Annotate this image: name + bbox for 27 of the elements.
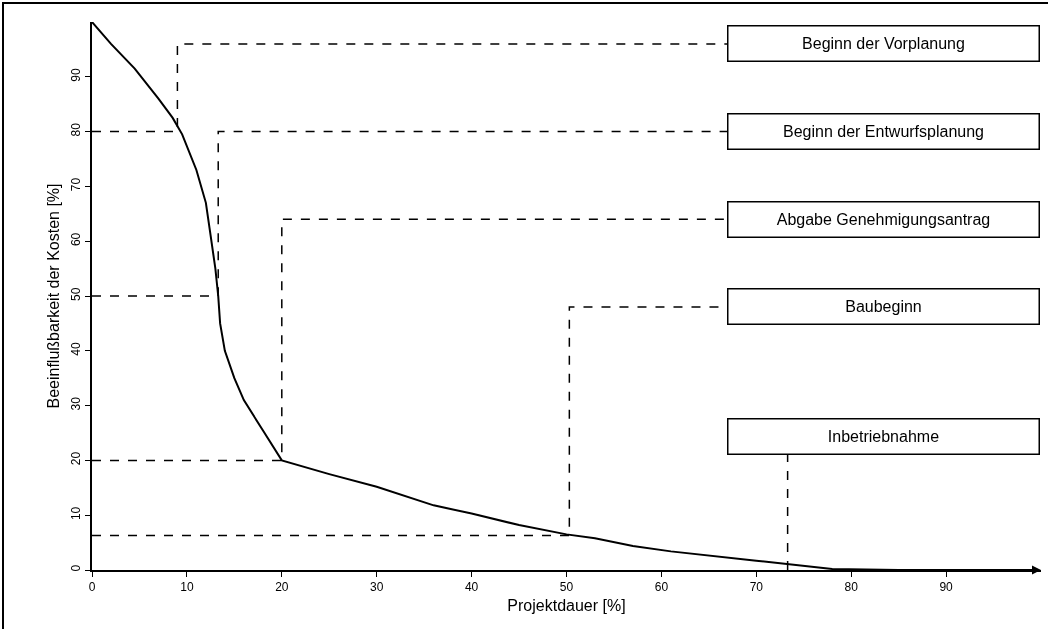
x-tick-label: 60 (654, 580, 669, 595)
annotation: Baubeginn (845, 298, 922, 315)
y-tick-label: 60 (69, 232, 84, 247)
annotation: Beginn der Entwurfsplanung (782, 123, 985, 140)
y-tick-label: 30 (69, 396, 84, 411)
y-tick-label: 50 (69, 287, 84, 301)
x-axis-title: Projektdauer [%] (507, 596, 626, 614)
y-tick-label: 80 (69, 122, 84, 137)
annotation: Beginn der Vorplanung (802, 35, 965, 52)
x-tick-label: 80 (844, 580, 859, 595)
x-tick-label: 40 (464, 580, 479, 595)
y-tick-label: 0 (69, 564, 84, 572)
annotation: Abgabe Genehmigungsantrag (776, 211, 991, 228)
x-tick-label: 20 (275, 580, 289, 595)
x-tick-label: 90 (939, 580, 954, 595)
y-tick-label: 20 (69, 451, 84, 466)
y-tick-label: 90 (69, 68, 84, 82)
x-tick-label: 50 (559, 580, 574, 595)
x-tick-label: 10 (180, 580, 194, 595)
y-axis-title: Beeinflußbarkeit der Kosten [%] (44, 183, 62, 409)
x-tick-label: 70 (749, 580, 764, 595)
y-tick-label: 40 (69, 342, 84, 356)
x-tick-label: 30 (370, 580, 384, 595)
x-tick-label: 0 (88, 580, 96, 595)
annotation: Inbetriebnahme (827, 428, 940, 445)
y-tick-label: 70 (69, 177, 84, 192)
y-tick-label: 10 (69, 506, 84, 521)
